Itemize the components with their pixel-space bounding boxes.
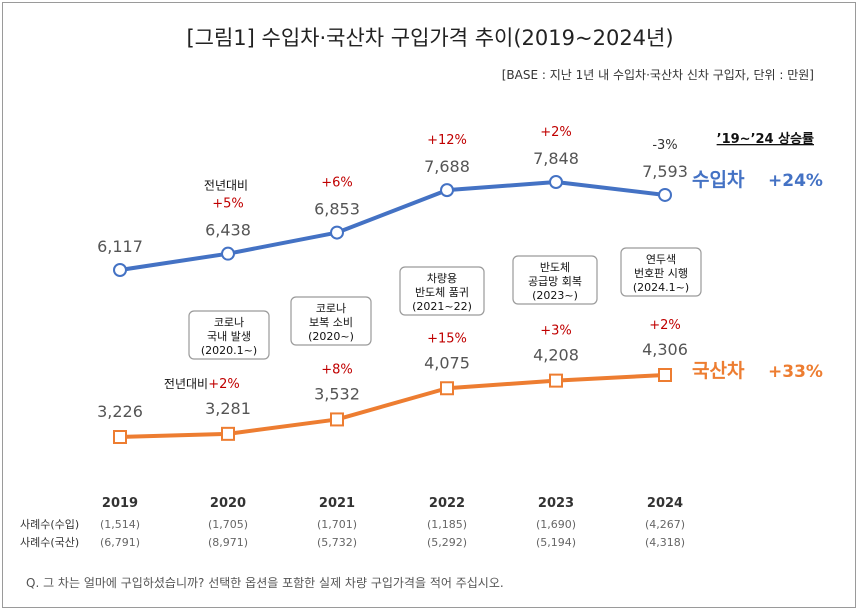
annotation-text-2022: (2021~22) <box>412 300 472 313</box>
x-tick-label-2021: 2021 <box>319 496 355 511</box>
domestic-series-line <box>119 373 666 439</box>
annotation-text-2021: 코로나 <box>316 302 346 315</box>
import-series-name: 수입차 <box>692 169 745 191</box>
annotation-text-2022: 반도체 품귀 <box>415 286 469 299</box>
sample-count-2019: (1,514) <box>100 518 140 531</box>
x-tick-label-2020: 2020 <box>210 496 246 511</box>
sample-count-2023: (1,690) <box>536 518 576 531</box>
import-total-growth: +24% <box>768 171 823 191</box>
annotation-box-2020 <box>188 310 270 360</box>
annotation-text-2024: 번호판 시행 <box>634 267 688 280</box>
import-change-label-2022: +12% <box>427 133 467 148</box>
x-tick-label-2022: 2022 <box>429 496 465 511</box>
import-point-2019 <box>113 263 127 277</box>
domestic-change-label-2020: +2% <box>208 377 240 392</box>
x-tick-label-2023: 2023 <box>538 496 574 511</box>
domestic-point-2023 <box>549 373 563 388</box>
domestic-value-label-2022: 4,075 <box>424 353 470 372</box>
sample-row-label: 사례수(수입) <box>20 518 79 531</box>
import-value-label-2022: 7,688 <box>424 157 470 176</box>
domestic-value-label-2023: 4,208 <box>533 346 579 365</box>
domestic-change-label-2022: +15% <box>427 331 467 346</box>
import-change-label-2023: +2% <box>540 125 572 140</box>
domestic-series-name: 국산차 <box>692 360 745 382</box>
domestic-total-growth: +33% <box>768 362 823 382</box>
domestic-point-2022 <box>440 381 454 396</box>
base-note: [BASE : 지난 1년 내 수입차·국산차 신차 구입자, 단위 : 만원] <box>501 68 814 82</box>
domestic-point-2021 <box>330 412 344 427</box>
import-point-2021 <box>330 225 344 240</box>
annotation-text-2022: 차량용 <box>427 272 457 285</box>
domestic-value-label-2020: 3,281 <box>205 399 251 418</box>
domestic-change-label-2024: +2% <box>649 318 681 333</box>
import-value-label-2023: 7,848 <box>533 149 579 168</box>
import-point-2023 <box>549 175 563 189</box>
domestic-point-2019 <box>113 430 127 444</box>
sample-count-2024: (4,318) <box>645 536 685 549</box>
annotation-text-2020: 코로나 <box>214 316 244 329</box>
annotation-text-2020: 국내 발생 <box>207 330 251 343</box>
growth-header: ’19~’24 상승률 <box>717 132 814 147</box>
sample-row-label: 사례수(국산) <box>20 536 79 549</box>
annotation-text-2024: 연두색 <box>646 253 676 266</box>
domestic-point-2020 <box>221 426 235 441</box>
import-change-label-2020: +5% <box>212 197 244 212</box>
domestic-change-label-2021: +8% <box>321 362 353 377</box>
sample-count-2021: (1,701) <box>317 518 357 531</box>
import-point-2022 <box>440 183 454 198</box>
import-point-2020 <box>221 246 235 261</box>
annotation-text-2021: 보복 소비 <box>309 316 353 329</box>
import-series-line <box>119 180 666 272</box>
domestic-point-2024 <box>658 368 672 382</box>
import-value-label-2019: 6,117 <box>97 237 143 256</box>
sample-count-2021: (5,732) <box>317 536 357 549</box>
domestic-value-label-2019: 3,226 <box>97 402 143 421</box>
import-change-label-2021: +6% <box>321 176 353 191</box>
import-change-label-2024: -3% <box>652 138 677 153</box>
annotation-box-2021 <box>290 296 372 346</box>
annotation-text-2024: (2024.1~) <box>633 281 689 294</box>
domestic-yoy-label: 전년대비 <box>164 377 208 391</box>
x-tick-label-2019: 2019 <box>102 496 138 511</box>
annotation-box-2023 <box>512 255 598 305</box>
sample-count-2020: (1,705) <box>208 518 248 531</box>
sample-count-2022: (5,292) <box>427 536 467 549</box>
domestic-value-label-2024: 4,306 <box>642 340 688 359</box>
sample-count-2020: (8,971) <box>208 536 248 549</box>
import-value-label-2020: 6,438 <box>205 221 251 240</box>
sample-count-2022: (1,185) <box>427 518 467 531</box>
annotation-text-2023: (2023~) <box>532 289 578 302</box>
import-value-label-2024: 7,593 <box>642 162 688 181</box>
annotation-text-2021: (2020~) <box>308 330 354 343</box>
annotation-box-2024 <box>620 247 702 297</box>
survey-question-footnote: Q. 그 차는 얼마에 구입하셨습니까? 선택한 옵션을 포함한 실제 차량 구… <box>26 576 504 590</box>
domestic-value-label-2021: 3,532 <box>314 384 360 403</box>
import-yoy-label: 전년대비 <box>204 179 248 193</box>
chart-title: [그림1] 수입차·국산차 구입가격 추이(2019~2024년) <box>186 26 674 50</box>
import-point-2024 <box>658 187 672 202</box>
sample-count-2024: (4,267) <box>645 518 685 531</box>
annotation-text-2023: 공급망 회복 <box>528 275 582 288</box>
x-tick-label-2024: 2024 <box>647 496 683 511</box>
annotation-box-2022 <box>399 266 485 316</box>
annotation-text-2020: (2020.1~) <box>201 344 257 357</box>
domestic-change-label-2023: +3% <box>540 324 572 339</box>
import-value-label-2021: 6,853 <box>314 200 360 219</box>
sample-count-2019: (6,791) <box>100 536 140 549</box>
sample-count-2023: (5,194) <box>536 536 576 549</box>
annotation-text-2023: 반도체 <box>540 261 570 274</box>
